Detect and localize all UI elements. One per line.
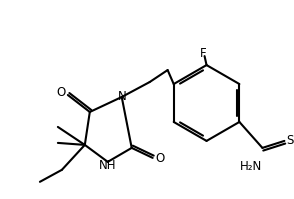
Text: S: S: [287, 134, 294, 147]
Text: O: O: [56, 86, 66, 99]
Text: N: N: [118, 90, 127, 102]
Text: F: F: [200, 47, 207, 60]
Text: H₂N: H₂N: [240, 160, 263, 173]
Text: NH: NH: [99, 159, 116, 172]
Text: O: O: [155, 152, 164, 165]
